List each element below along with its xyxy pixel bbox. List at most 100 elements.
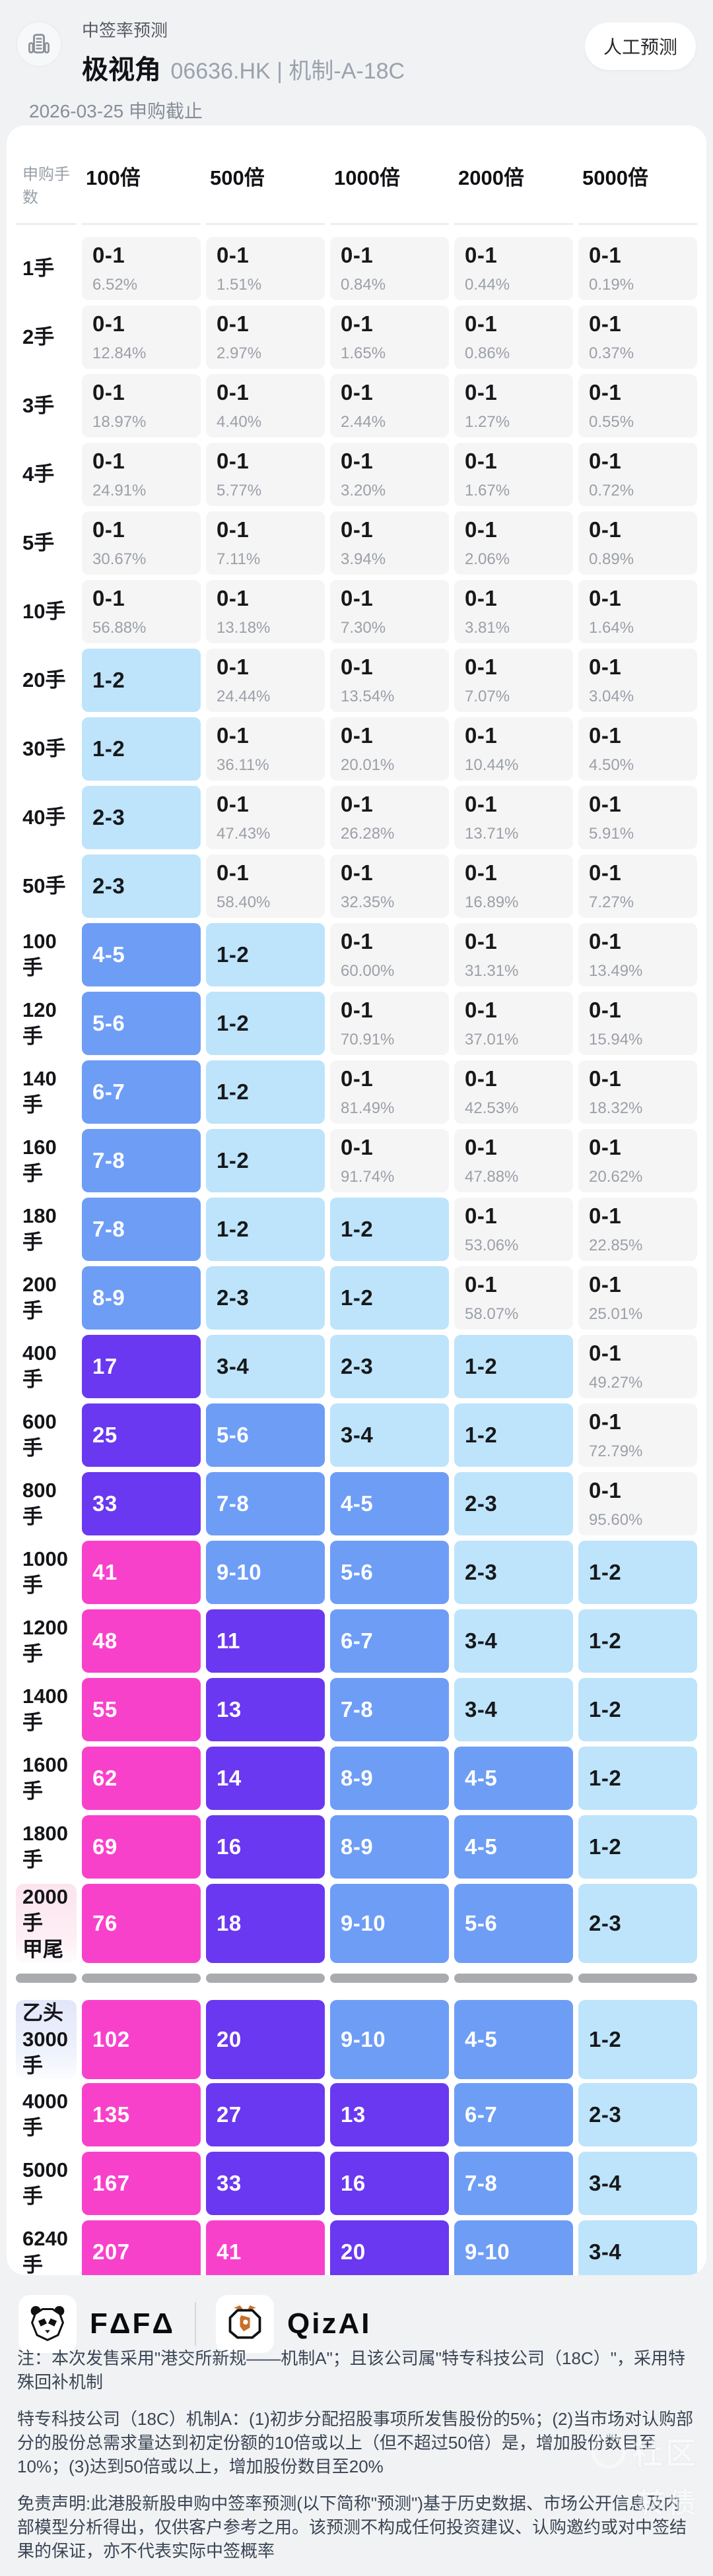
table-row: 4000手 135 27 13 6-7 2-3 [16, 2083, 697, 2146]
prediction-cell: 3-4 [206, 1335, 325, 1398]
table-row: 1200手 48 11 6-7 3-4 1-2 [16, 1609, 697, 1673]
prediction-cell: 0-1 3.94% [330, 511, 449, 575]
table-row: 50手 2-3 0-1 58.40% 0-1 32.35% 0-1 16.89% 0-1 7.27… [16, 854, 697, 918]
row-label: 5000手 [22, 2158, 68, 2208]
prediction-cell: 4-5 [82, 923, 201, 986]
prediction-cell: 4-5 [454, 1747, 573, 1810]
prediction-cell: 0-1 13.49% [578, 923, 697, 986]
brand-footer: FΔFΔ QizAI [18, 2295, 371, 2353]
row-label: 1400手 [22, 1685, 68, 1734]
prediction-cell: 0-1 1.27% [454, 374, 573, 437]
prediction-cell: 3-4 [578, 2220, 697, 2275]
prediction-cell: 3-4 [454, 1609, 573, 1673]
prediction-cell: 7-8 [82, 1198, 201, 1261]
note-18c-rules: 特专科技公司（18C）机制A：(1)初步分配招股事项所发售股份的5%；(2)当市… [17, 2409, 694, 2476]
prediction-cell: 0-1 95.60% [578, 1472, 697, 1535]
table-row: 1600手 62 14 8-9 4-5 1-2 [16, 1747, 697, 1810]
table-row: 6240手 207 41 20 9-10 3-4 [16, 2220, 697, 2275]
prediction-cell: 0-1 20.62% [578, 1129, 697, 1192]
row-label: 30手 [22, 737, 66, 760]
row-label: 20手 [22, 668, 66, 692]
row-label: 120手 [22, 998, 57, 1048]
row-label: 400手 [22, 1341, 57, 1391]
row-label: 50手 [22, 874, 66, 897]
row-label: 1手 [22, 257, 55, 280]
prediction-cell: 4-5 [330, 1472, 449, 1535]
row-label: 10手 [22, 600, 66, 623]
manual-prediction-badge[interactable]: 人工预测 [584, 22, 696, 70]
prediction-cell: 18 [206, 1884, 325, 1963]
prediction-cell: 0-1 25.01% [578, 1266, 697, 1330]
prediction-cell: 0-1 47.43% [206, 786, 325, 849]
table-row: 1400手 55 13 7-8 3-4 1-2 [16, 1678, 697, 1741]
prediction-cell: 7-8 [330, 1678, 449, 1741]
prediction-cell: 0-1 5.91% [578, 786, 697, 849]
prediction-cell: 8-9 [330, 1815, 449, 1879]
prediction-cell: 0-1 7.07% [454, 649, 573, 712]
prediction-cell: 167 [82, 2152, 201, 2215]
prediction-cell: 0-1 22.85% [578, 1198, 697, 1261]
prediction-cell: 3-4 [454, 1678, 573, 1741]
prediction-cell: 0-1 3.04% [578, 649, 697, 712]
prediction-cell: 0-1 13.18% [206, 580, 325, 643]
prediction-cell: 1-2 [578, 1815, 697, 1879]
prediction-cell: 0-1 4.40% [206, 374, 325, 437]
row-label: 2手 [22, 325, 55, 348]
table-row: 1000手 41 9-10 5-6 2-3 1-2 [16, 1541, 697, 1604]
prediction-cell: 0-1 18.32% [578, 1060, 697, 1124]
prediction-cell: 0-1 36.11% [206, 717, 325, 781]
table-row: 5手 0-1 30.67% 0-1 7.11% 0-1 3.94% 0-1 2.06% 0-1 0.… [16, 511, 697, 575]
prediction-cell: 20 [330, 2220, 449, 2275]
table-row: 100手 4-5 1-2 0-1 60.00% 0-1 31.31% 0-1 13.49% [16, 923, 697, 986]
divider-bar [206, 1974, 325, 1983]
prediction-cell: 25 [82, 1403, 201, 1467]
prediction-cell: 0-1 56.88% [82, 580, 201, 643]
header: 中签率预测 极视角 06636.HK | 机制-A-18C 人工预测 2026-… [0, 0, 713, 123]
prediction-cell: 1-2 [82, 649, 201, 712]
qizai-clock-icon [216, 2295, 275, 2353]
prediction-cell: 0-1 7.30% [330, 580, 449, 643]
prediction-cell: 5-6 [82, 992, 201, 1055]
prediction-table-card: 申购手数 100倍 500倍 1000倍 2000倍 5000倍 1手 0-1 6.52% 0-… [7, 125, 706, 2275]
prediction-cell: 6-7 [330, 1609, 449, 1673]
row-label: 1200手 [22, 1616, 68, 1665]
prediction-cell: 0-1 18.97% [82, 374, 201, 437]
prediction-cell: 14 [206, 1747, 325, 1810]
prediction-cell: 0-1 13.54% [330, 649, 449, 712]
table-row: 120手 5-6 1-2 0-1 70.91% 0-1 37.01% 0-1 15.94% [16, 992, 697, 1055]
prediction-cell: 7-8 [82, 1129, 201, 1192]
prediction-doc-icon [16, 21, 62, 67]
prediction-cell: 0-1 42.53% [454, 1060, 573, 1124]
prediction-cell: 2-3 [206, 1266, 325, 1330]
table-row: 20手 1-2 0-1 24.44% 0-1 13.54% 0-1 7.07% 0-1 3.04% [16, 649, 697, 712]
prediction-cell: 0-1 16.89% [454, 854, 573, 918]
prediction-cell: 0-1 91.74% [330, 1129, 449, 1192]
divider-bar [16, 1974, 77, 1983]
row-label: 140手 [22, 1067, 57, 1116]
prediction-cell: 76 [82, 1884, 201, 1963]
column-header-lots: 申购手数 [16, 161, 77, 225]
column-header: 500倍 [206, 161, 325, 225]
table-row: 180手 7-8 1-2 1-2 0-1 53.06% 0-1 22.85% [16, 1198, 697, 1261]
row-label: 6240手 [22, 2227, 68, 2275]
table-row: 200手 8-9 2-3 1-2 0-1 58.07% 0-1 25.01% [16, 1266, 697, 1330]
note-mechanism: 注：本次发售采用"港交所新规——机制A"；且该公司属"特专科技公司（18C）"，… [17, 2348, 685, 2392]
prediction-cell: 1-2 [578, 1678, 697, 1741]
prediction-cell: 16 [206, 1815, 325, 1879]
prediction-cell: 2-3 [454, 1472, 573, 1535]
column-header: 1000倍 [330, 161, 449, 225]
prediction-cell: 2-3 [578, 2083, 697, 2146]
prediction-cell: 20 [206, 2000, 325, 2079]
prediction-cell: 48 [82, 1609, 201, 1673]
row-label: 160手 [22, 1136, 57, 1185]
prediction-cell: 41 [206, 2220, 325, 2275]
column-header: 2000倍 [454, 161, 573, 225]
table-row: 800手 33 7-8 4-5 2-3 0-1 95.60% [16, 1472, 697, 1535]
prediction-cell: 0-1 49.27% [578, 1335, 697, 1398]
prediction-cell: 0-1 37.01% [454, 992, 573, 1055]
subscription-deadline: 2026-03-25 申购截止 [29, 101, 203, 121]
prediction-cell: 2-3 [330, 1335, 449, 1398]
prediction-cell: 9-10 [206, 1541, 325, 1604]
prediction-cell: 0-1 30.67% [82, 511, 201, 575]
